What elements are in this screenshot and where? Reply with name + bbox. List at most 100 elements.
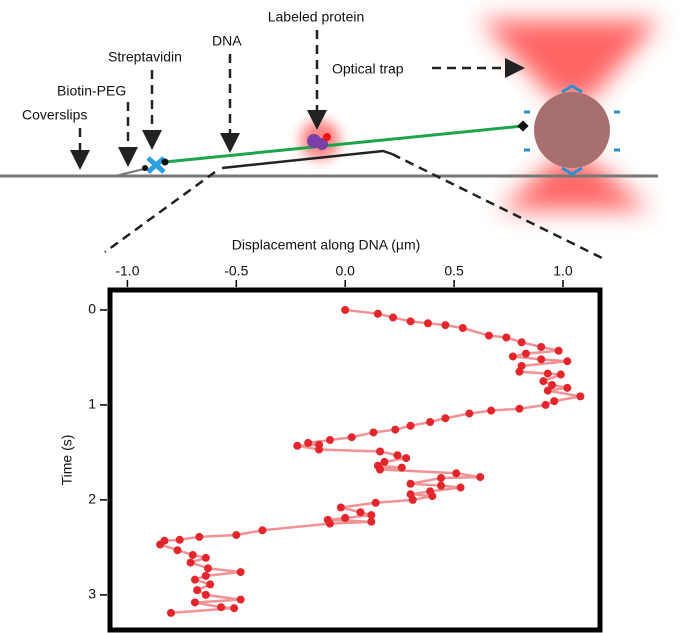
point bbox=[517, 338, 526, 347]
point bbox=[556, 370, 565, 379]
point bbox=[458, 323, 467, 332]
point bbox=[502, 333, 511, 342]
point bbox=[304, 438, 313, 447]
point bbox=[406, 421, 415, 430]
point bbox=[456, 483, 465, 492]
point bbox=[236, 568, 245, 577]
point bbox=[293, 441, 302, 450]
point bbox=[217, 603, 226, 612]
point bbox=[315, 445, 324, 454]
y-axis-label: Time (s) bbox=[59, 435, 75, 486]
point bbox=[193, 586, 202, 595]
point bbox=[347, 433, 356, 442]
point bbox=[428, 492, 437, 501]
point bbox=[441, 414, 450, 423]
point bbox=[341, 513, 350, 522]
point bbox=[236, 595, 245, 604]
point bbox=[232, 531, 241, 540]
point bbox=[515, 404, 524, 413]
point bbox=[336, 503, 345, 512]
label: Biotin-PEG bbox=[57, 83, 126, 99]
point bbox=[484, 331, 493, 340]
point bbox=[563, 357, 572, 366]
point bbox=[371, 498, 380, 507]
point bbox=[201, 590, 210, 599]
x-tick-label: 0.0 bbox=[335, 263, 355, 279]
point bbox=[543, 386, 552, 395]
x-tick-label: -1.0 bbox=[115, 263, 139, 279]
label: Streptavidin bbox=[108, 49, 182, 65]
point bbox=[465, 409, 474, 418]
y-tick-label: 0 bbox=[88, 301, 96, 317]
x-axis-label: Displacement along DNA (µm) bbox=[232, 237, 421, 253]
point bbox=[201, 571, 210, 580]
point bbox=[389, 313, 398, 322]
point bbox=[537, 355, 546, 364]
point bbox=[539, 377, 548, 386]
point bbox=[356, 508, 365, 517]
point bbox=[369, 428, 378, 437]
point bbox=[426, 418, 435, 427]
point bbox=[543, 369, 552, 378]
point bbox=[206, 580, 215, 589]
point bbox=[452, 469, 461, 478]
point bbox=[173, 546, 182, 555]
label: DNA bbox=[212, 33, 242, 49]
x-tick-label: -0.5 bbox=[224, 263, 248, 279]
point bbox=[406, 317, 415, 326]
point bbox=[188, 550, 197, 559]
x-tick-label: 0.5 bbox=[444, 263, 464, 279]
point bbox=[508, 352, 517, 361]
point bbox=[554, 346, 563, 355]
point bbox=[515, 367, 524, 376]
point bbox=[190, 575, 199, 584]
point bbox=[393, 451, 402, 460]
point bbox=[367, 511, 376, 520]
point bbox=[563, 383, 572, 392]
point bbox=[230, 604, 239, 613]
x-tick-label: 1.0 bbox=[553, 263, 573, 279]
schematic: Labeled protein DNA Streptavidin Optical… bbox=[0, 9, 660, 260]
point bbox=[204, 564, 212, 573]
point bbox=[380, 457, 389, 466]
point bbox=[341, 305, 350, 314]
plot-frame bbox=[107, 287, 603, 633]
point bbox=[541, 400, 550, 409]
y-tick-label: 1 bbox=[88, 396, 96, 412]
point bbox=[201, 553, 210, 562]
point bbox=[437, 481, 446, 490]
point bbox=[367, 517, 376, 526]
point bbox=[402, 454, 411, 463]
point bbox=[376, 465, 385, 474]
point bbox=[325, 436, 334, 445]
point bbox=[397, 463, 406, 472]
point bbox=[156, 540, 165, 549]
label: Coverslips bbox=[22, 107, 87, 123]
point bbox=[521, 349, 530, 358]
point bbox=[408, 495, 417, 504]
point bbox=[406, 479, 415, 488]
point bbox=[391, 425, 400, 434]
point bbox=[437, 474, 446, 483]
point bbox=[373, 309, 382, 318]
point bbox=[550, 397, 559, 406]
label: Labeled protein bbox=[268, 9, 365, 25]
point bbox=[576, 392, 585, 401]
point bbox=[166, 608, 175, 617]
point bbox=[376, 447, 385, 456]
point bbox=[325, 519, 334, 528]
trajectory-line bbox=[157, 308, 581, 615]
point bbox=[195, 532, 204, 541]
point bbox=[175, 535, 184, 544]
plot: -1.0 -0.5 0.0 0.5 1.0 0 1 2 3 bbox=[88, 263, 585, 617]
point bbox=[258, 526, 267, 535]
point bbox=[441, 321, 450, 330]
point bbox=[548, 380, 557, 389]
y-tick-label: 3 bbox=[88, 586, 96, 602]
point bbox=[537, 342, 546, 351]
point bbox=[186, 558, 195, 567]
point bbox=[190, 598, 199, 607]
point bbox=[487, 406, 496, 415]
